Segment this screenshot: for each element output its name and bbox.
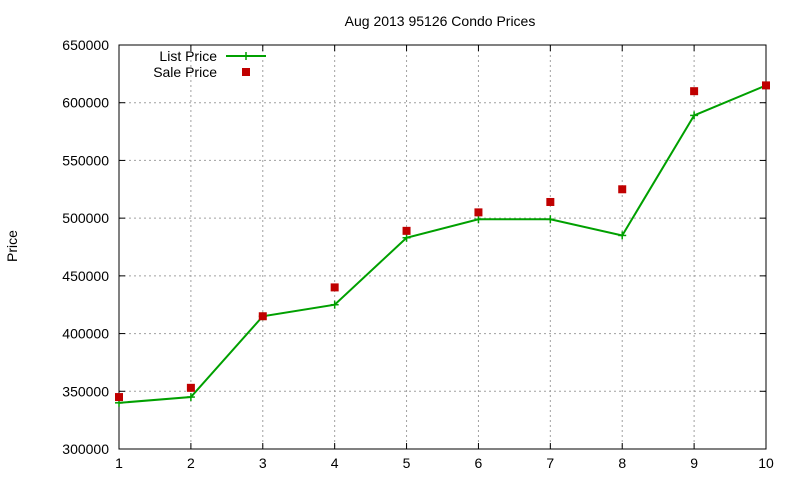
chart-title: Aug 2013 95126 Condo Prices: [345, 13, 536, 29]
y-tick-label: 500000: [62, 210, 109, 226]
x-tick-label: 3: [259, 455, 267, 471]
y-tick-label: 550000: [62, 152, 109, 168]
list-price-line: [118, 84, 767, 404]
list-price-point: [186, 393, 195, 402]
plot-frame: [118, 44, 767, 450]
y-tick-label: 350000: [62, 383, 109, 399]
sale-price-point: [618, 185, 627, 194]
legend-marker-sale-price: [242, 68, 250, 76]
x-tick-label: 6: [475, 455, 483, 471]
x-tick-label: 8: [618, 455, 626, 471]
sale-price-point: [546, 197, 555, 206]
sale-price-point: [258, 312, 267, 321]
y-tick-label: 650000: [62, 37, 109, 53]
axis-ticks: 1 2 3 4 5 6 7 8 9 10 300000 350000 400000 450000 50000…: [62, 37, 774, 471]
x-tick-label: 5: [403, 455, 411, 471]
x-tick-label: 1: [115, 455, 123, 471]
x-tick-label: 2: [187, 455, 195, 471]
x-tick-label: 9: [690, 455, 698, 471]
sale-price-point: [402, 226, 411, 235]
x-tick-label: 4: [331, 455, 339, 471]
list-price-point: [546, 215, 555, 224]
sale-price-point: [115, 393, 123, 402]
x-tick-label: 7: [546, 455, 554, 471]
y-tick-label: 300000: [62, 441, 109, 457]
y-axis-label: Price: [4, 230, 20, 262]
legend-label-sale-price: Sale Price: [153, 64, 217, 80]
y-tick-label: 450000: [62, 268, 109, 284]
x-tick-label: 10: [758, 455, 774, 471]
list-price-point: [474, 215, 483, 224]
list-price-point: [618, 231, 627, 240]
sale-price-point: [330, 283, 339, 292]
sale-price-point: [474, 208, 483, 217]
grid-lines: [119, 45, 766, 449]
list-price-point: [690, 111, 699, 120]
legend-label-list-price: List Price: [159, 48, 217, 64]
list-price-point: [402, 233, 411, 242]
list-price-point: [330, 300, 339, 309]
y-tick-label: 400000: [62, 326, 109, 342]
sale-price-point: [186, 383, 195, 392]
sale-price-point: [762, 81, 770, 90]
y-tick-label: 600000: [62, 95, 109, 111]
series-layer: [115, 81, 770, 407]
sale-price-point: [690, 87, 699, 96]
